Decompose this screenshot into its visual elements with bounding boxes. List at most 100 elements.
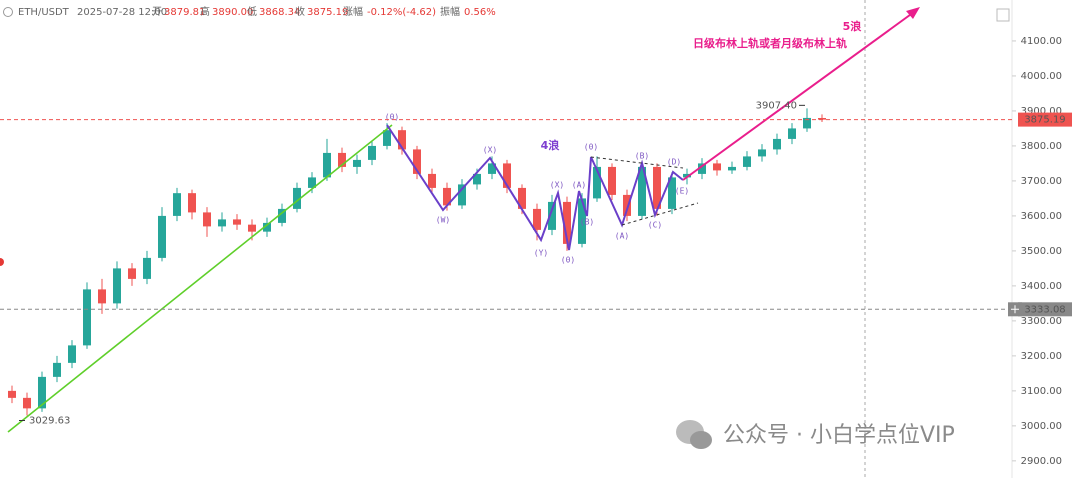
candle-body xyxy=(248,224,256,232)
target-label: 日级布林上轨或者月级布林上轨 xyxy=(693,36,847,50)
candle-body xyxy=(188,193,196,213)
high-label: 3907.40 xyxy=(756,100,797,111)
candle-body xyxy=(98,289,106,304)
candle-body xyxy=(203,212,211,227)
candle-body xyxy=(818,117,826,120)
candle-body xyxy=(278,208,286,223)
candle-body xyxy=(683,173,691,178)
candle-body xyxy=(803,117,811,129)
wave-path xyxy=(386,124,684,251)
candle-body xyxy=(698,163,706,174)
amplitude-label: 振幅 xyxy=(440,5,460,18)
candle-body xyxy=(593,166,601,199)
wave-label: (X) xyxy=(483,146,497,155)
eye-icon[interactable] xyxy=(3,7,13,17)
candle-body xyxy=(398,130,406,150)
y-tick-label: 3600.00 xyxy=(1021,211,1062,222)
layout-icon[interactable] xyxy=(996,8,1010,22)
candle-body xyxy=(293,187,301,209)
close: 3875.19 xyxy=(307,7,348,18)
overlays: 3875.19 3333.08 3907.40 3029.63 xyxy=(0,100,1072,426)
candle-body xyxy=(53,362,61,377)
candle-body xyxy=(728,166,736,171)
price-tag xyxy=(1018,112,1072,127)
candle-body xyxy=(428,173,436,188)
candle-body xyxy=(338,152,346,167)
candle-body xyxy=(653,166,661,209)
candles xyxy=(8,108,826,416)
wave-label: (C) xyxy=(648,221,662,230)
y-tick-label: 4100.00 xyxy=(1021,36,1062,47)
low-label: 低 xyxy=(247,5,257,18)
y-tick-label: 3200.00 xyxy=(1021,351,1062,362)
candle-body xyxy=(413,149,421,174)
candle-body xyxy=(113,268,121,304)
wave-label: (A) xyxy=(572,181,586,190)
candle-body xyxy=(68,345,76,363)
wave-labels: (0) (W) (X) (Y) (X) (0) (A) (B) (0) (A) … xyxy=(385,113,689,265)
candle-body xyxy=(503,163,511,188)
symbol: ETH/USDT xyxy=(18,7,70,18)
wave-label: (0) xyxy=(561,256,575,265)
candle-body xyxy=(563,201,571,244)
open-label: 开 xyxy=(152,7,162,18)
wave-label: (B) xyxy=(635,152,649,161)
candle-body xyxy=(383,130,391,146)
candle-body xyxy=(263,222,271,232)
y-tick-label: 3500.00 xyxy=(1021,246,1062,257)
candle-body xyxy=(158,215,166,258)
wave-label: (D) xyxy=(667,158,681,167)
change: -0.12%(-4.62) xyxy=(367,7,436,18)
grid: 2900.00 3000.00 3100.00 3200.00 3300.00 3400.… xyxy=(1011,0,1062,478)
candle-body xyxy=(608,166,616,195)
candle-body xyxy=(443,187,451,206)
candle-body xyxy=(773,138,781,150)
close-label: 收 xyxy=(295,5,305,18)
wave-label: (X) xyxy=(550,181,564,190)
price-tag-label: 3333.08 xyxy=(1024,304,1065,315)
candle-body xyxy=(218,219,226,227)
amplitude: 0.56% xyxy=(464,7,496,18)
arrow-head xyxy=(906,7,920,19)
y-tick-label: 3900.00 xyxy=(1021,106,1062,117)
candle-body xyxy=(518,187,526,209)
y-tick-label: 3400.00 xyxy=(1021,281,1062,292)
candle-body xyxy=(458,184,466,206)
candle-body xyxy=(713,163,721,171)
high-label: 高 xyxy=(200,5,210,18)
candle-body xyxy=(8,390,16,398)
candle-body xyxy=(533,208,541,230)
candle-body xyxy=(308,177,316,188)
candle-body xyxy=(38,376,46,409)
y-tick-label: 2900.00 xyxy=(1021,456,1062,467)
wave-label: (Y) xyxy=(534,249,548,258)
candle-body xyxy=(758,149,766,157)
candle-body xyxy=(788,128,796,139)
low: 3868.34 xyxy=(259,7,300,18)
wave-label: (0) xyxy=(385,113,399,122)
wave-label: (W) xyxy=(436,216,450,225)
wechat-icon xyxy=(690,431,712,449)
low-label: 3029.63 xyxy=(29,415,70,426)
wave5-arrow xyxy=(682,11,915,181)
y-tick-label: 3000.00 xyxy=(1021,421,1062,432)
wave-label: (E) xyxy=(675,187,689,196)
plus-icon xyxy=(1011,305,1019,314)
candle-body xyxy=(323,152,331,178)
open: 3879.81 xyxy=(164,7,205,18)
candle-body xyxy=(83,289,91,346)
candle-body xyxy=(233,219,241,225)
edge-dot xyxy=(0,258,4,266)
wave-label: (A) xyxy=(615,232,629,241)
wave-label: (B) xyxy=(580,218,594,227)
candle-body xyxy=(623,194,631,216)
triangle-lower xyxy=(621,202,699,226)
wave5-label: 5浪 xyxy=(843,19,862,33)
candle-body xyxy=(368,145,376,160)
y-tick-label: 3800.00 xyxy=(1021,141,1062,152)
candle-body xyxy=(173,193,181,216)
candle-body xyxy=(128,268,136,279)
y-tick-label: 4000.00 xyxy=(1021,71,1062,82)
candle-body xyxy=(743,156,751,167)
